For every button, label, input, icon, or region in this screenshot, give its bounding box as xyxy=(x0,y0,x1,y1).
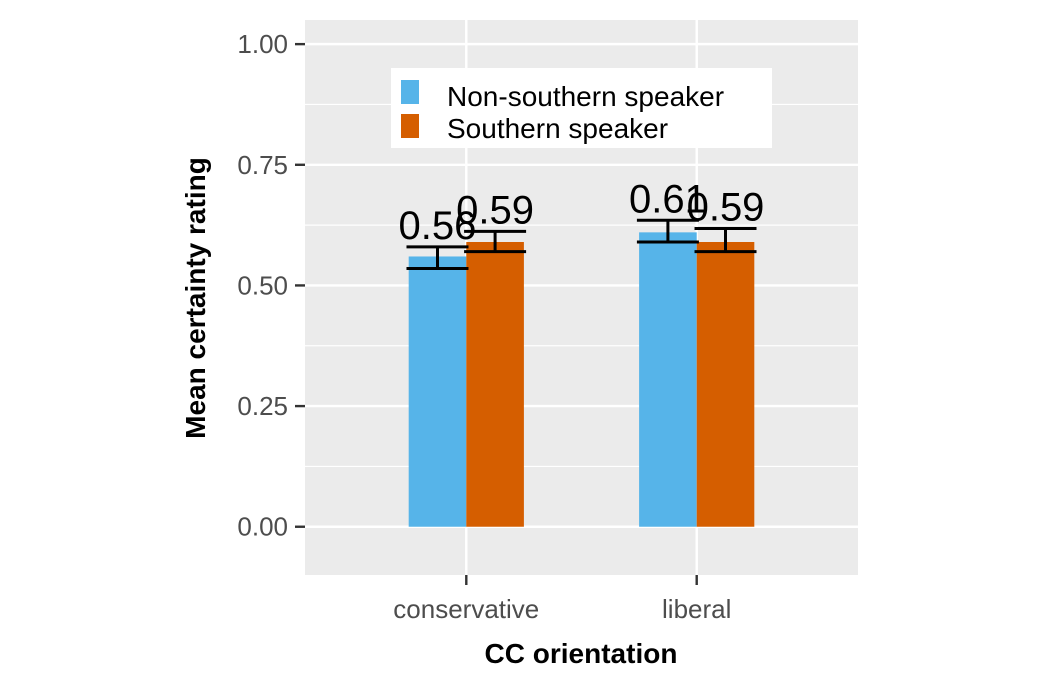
data-label: 0.61 xyxy=(629,177,707,221)
legend-key-southern xyxy=(401,114,419,138)
data-label: 0.56 xyxy=(399,204,477,248)
y-tick-label: 0.25 xyxy=(237,391,288,421)
bar-southern-liberal xyxy=(696,242,755,527)
x-axis: conservative liberal xyxy=(393,575,731,624)
legend-label-southern: Southern speaker xyxy=(447,113,668,144)
x-tick-label: liberal xyxy=(662,594,731,624)
bar-non-southern-conservative xyxy=(408,256,467,527)
legend-background xyxy=(391,68,772,148)
error-bars xyxy=(406,218,757,271)
x-axis-title: CC orientation xyxy=(485,638,678,669)
x-tick-label: conservative xyxy=(393,594,539,624)
bar-non-southern-liberal xyxy=(639,232,697,527)
data-label: 0.59 xyxy=(687,185,765,229)
y-axis: 0.00 0.25 0.50 0.75 1.00 xyxy=(237,29,305,542)
data-label: 0.59 xyxy=(456,188,534,232)
data-labels: 0.560.610.59 0.59 xyxy=(399,177,765,248)
legend-label-non-southern: Non-southern speaker xyxy=(447,81,724,112)
y-tick-label: 0.00 xyxy=(237,512,288,542)
y-tick-label: 0.50 xyxy=(237,270,288,300)
y-tick-label: 0.75 xyxy=(237,150,288,180)
legend-key-non-southern xyxy=(401,80,419,104)
bar-southern-conservative xyxy=(466,242,524,527)
y-tick-label: 1.00 xyxy=(237,29,288,59)
bars xyxy=(408,232,755,527)
y-axis-title: Mean certainty rating xyxy=(180,157,211,439)
legend: Non-southern speaker Southern speaker xyxy=(391,68,772,148)
